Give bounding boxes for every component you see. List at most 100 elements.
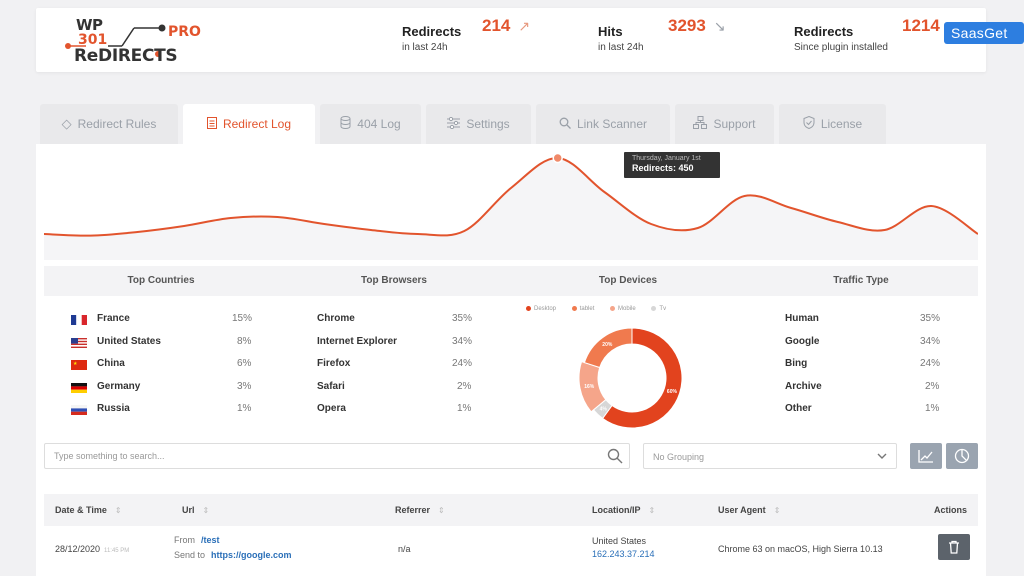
send-to-url-link[interactable]: https://google.com	[211, 550, 292, 560]
sliders-icon	[447, 116, 461, 132]
devices-donut-chart[interactable]: 60% 4% 16% 20%	[578, 324, 686, 432]
line-chart-view-button[interactable]	[910, 443, 942, 469]
send-to-label: Send to	[174, 550, 206, 560]
column-label: Date & Time	[55, 505, 107, 515]
column-label: Url	[182, 505, 195, 515]
stat-value: 214 ↗	[482, 16, 530, 36]
traffic-pct: 2%	[925, 381, 940, 392]
column-label: Location/IP	[592, 505, 641, 515]
stats-header: Top Countries Top Browsers Top Devices T…	[44, 266, 978, 296]
flag-russia-icon	[71, 405, 87, 415]
cell-ip-link[interactable]: 162.243.37.214	[592, 549, 655, 559]
legend-label: Desktop	[534, 306, 557, 313]
logo-wp: WP	[76, 16, 103, 34]
column-header-location[interactable]: Location/IP ⇕	[592, 505, 655, 515]
delete-button[interactable]	[938, 534, 970, 560]
search-icon	[559, 117, 571, 132]
tab-redirect-log[interactable]: Redirect Log	[183, 104, 315, 144]
devices-legend: Desktop tablet Mobile Tv	[526, 306, 680, 312]
chart-point[interactable]	[552, 152, 563, 164]
browser-name: Opera	[317, 403, 346, 414]
country-row: United States 8%	[71, 336, 251, 352]
chart-tooltip: Thursday, January 1st Redirects: 450	[624, 152, 720, 178]
country-row: ★ China 6%	[71, 358, 251, 374]
tab-support[interactable]: Support	[675, 104, 774, 144]
tab-license[interactable]: License	[779, 104, 886, 144]
document-icon	[206, 116, 217, 132]
browser-name: Safari	[317, 381, 345, 392]
traffic-type-title: Traffic Type	[833, 275, 889, 286]
tab-label: Support	[713, 117, 756, 131]
from-url-link[interactable]: /test	[201, 535, 220, 545]
browser-pct: 35%	[452, 313, 473, 324]
time-text: 11:45 PM	[104, 548, 130, 554]
donut-slice-tablet[interactable]	[583, 327, 633, 369]
grouping-select[interactable]: No Grouping	[643, 443, 897, 469]
column-header-referrer[interactable]: Referrer ⇕	[395, 505, 445, 515]
from-label: From	[174, 535, 195, 545]
column-header-url[interactable]: Url ⇕	[182, 505, 209, 515]
traffic-pct: 35%	[920, 313, 941, 324]
legend-label: Tv	[659, 306, 667, 313]
browser-row: Opera 1%	[317, 403, 477, 419]
log-table-header: Date & Time ⇕ Url ⇕ Referrer ⇕ Location/IP ⇕…	[44, 494, 978, 526]
stat-subtitle: in last 24h	[598, 42, 644, 53]
tab-redirect-rules[interactable]: ◇ Redirect Rules	[40, 104, 178, 144]
logo-pro: PRO	[168, 24, 201, 40]
tab-404-log[interactable]: 404 Log	[320, 104, 421, 144]
browser-row: Firefox 24%	[317, 358, 477, 374]
chevron-down-icon	[877, 453, 887, 459]
top-countries-title: Top Countries	[127, 275, 195, 286]
donut-slice-desktop[interactable]	[601, 327, 683, 429]
tooltip-date: Thursday, January 1st	[632, 155, 701, 162]
pie-chart-view-button[interactable]	[946, 443, 978, 469]
cell-user-agent: Chrome 63 on macOS, High Sierra 10.13	[718, 544, 883, 554]
browser-pct: 2%	[457, 381, 472, 392]
column-header-user-agent[interactable]: User Agent ⇕	[718, 505, 780, 515]
flag-germany-icon	[71, 383, 87, 393]
tab-settings[interactable]: Settings	[426, 104, 531, 144]
browser-pct: 24%	[452, 358, 473, 369]
column-header-date[interactable]: Date & Time ⇕	[55, 505, 122, 515]
browser-row: Internet Explorer 34%	[317, 336, 477, 352]
traffic-row: Google 34%	[785, 336, 945, 352]
tab-label: Redirect Log	[222, 117, 292, 131]
donut-slice-label: 16%	[584, 384, 595, 390]
search-box	[44, 443, 630, 469]
browser-row: Safari 2%	[317, 381, 477, 397]
diamond-arrow-icon: ◇	[61, 116, 72, 131]
logo[interactable]: WP 301 PRO ReDIRECTS	[64, 14, 214, 68]
top-devices-title: Top Devices	[598, 275, 658, 286]
traffic-row: Other 1%	[785, 403, 945, 419]
traffic-name: Google	[785, 336, 820, 347]
traffic-name: Human	[785, 313, 819, 324]
database-icon	[340, 116, 351, 132]
flag-france-icon	[71, 315, 87, 325]
redirects-area-chart[interactable]	[44, 150, 978, 260]
table-row: 28/12/2020 11:45 PM From/test Send to http…	[44, 526, 978, 576]
country-row: Germany 3%	[71, 381, 251, 397]
tab-label: Redirect Rules	[77, 117, 157, 131]
country-name: United States	[97, 336, 161, 347]
watermark-badge: SaasGet	[944, 22, 1024, 44]
chart-area-fill	[44, 157, 978, 260]
column-label: Referrer	[395, 505, 431, 515]
flag-china-icon: ★	[71, 360, 87, 370]
country-row: France 15%	[71, 313, 252, 329]
donut-slice-label: 4%	[600, 407, 608, 413]
browser-name: Firefox	[317, 358, 351, 369]
traffic-row: Human 35%	[785, 313, 945, 329]
grouping-value: No Grouping	[653, 452, 705, 462]
legend-item: tablet	[571, 306, 594, 312]
traffic-pct: 24%	[920, 358, 941, 369]
top-browsers-title: Top Browsers	[361, 275, 427, 286]
redirect-log-panel: Thursday, January 1st Redirects: 450 Top…	[36, 144, 986, 576]
browser-pct: 1%	[457, 403, 472, 414]
stat-value: 1214	[902, 16, 940, 36]
search-icon[interactable]	[607, 448, 623, 464]
stat-value-text: 1214	[902, 16, 940, 35]
tab-link-scanner[interactable]: Link Scanner	[536, 104, 670, 144]
search-input[interactable]	[45, 444, 585, 468]
sort-icon: ⇕	[438, 506, 445, 515]
legend-item: Tv	[651, 306, 666, 312]
